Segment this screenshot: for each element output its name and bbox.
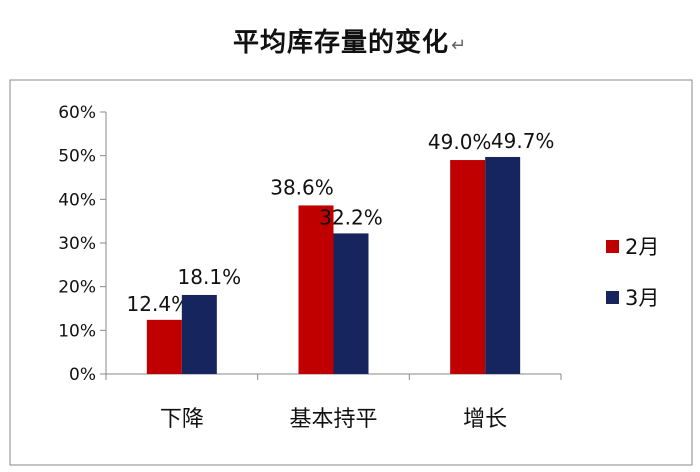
chart-title-text: 平均库存量的变化 xyxy=(232,28,449,58)
data-label: 18.1% xyxy=(178,265,242,289)
legend-label: 3月 xyxy=(625,286,659,310)
data-label: 12.4% xyxy=(127,292,191,316)
data-label: 49.0% xyxy=(428,130,492,154)
y-tick-label: 0% xyxy=(69,365,96,385)
chart-border xyxy=(9,79,693,466)
y-tick-label: 10% xyxy=(58,321,96,341)
legend-swatch xyxy=(606,240,619,253)
bar xyxy=(450,160,486,374)
data-label: 38.6% xyxy=(270,175,334,199)
data-label: 32.2% xyxy=(319,205,383,229)
bar xyxy=(146,319,182,374)
category-label: 增长 xyxy=(463,407,507,432)
y-tick-label: 40% xyxy=(58,190,96,210)
category-label: 基本持平 xyxy=(289,407,377,432)
data-label: 49.7% xyxy=(491,129,555,153)
y-tick-label: 30% xyxy=(58,234,96,254)
return-mark-icon: ↵ xyxy=(450,35,468,56)
y-tick-label: 60% xyxy=(58,103,96,123)
bar xyxy=(298,205,334,374)
legend-label: 2月 xyxy=(625,235,659,259)
legend-swatch xyxy=(606,291,619,304)
chart-title: 平均库存量的变化 ↵ xyxy=(0,22,700,59)
bar xyxy=(485,156,521,374)
category-label: 下降 xyxy=(160,407,204,432)
bar xyxy=(333,233,369,374)
y-tick-label: 50% xyxy=(58,147,96,167)
bar xyxy=(181,294,217,374)
y-tick-label: 20% xyxy=(58,278,96,298)
